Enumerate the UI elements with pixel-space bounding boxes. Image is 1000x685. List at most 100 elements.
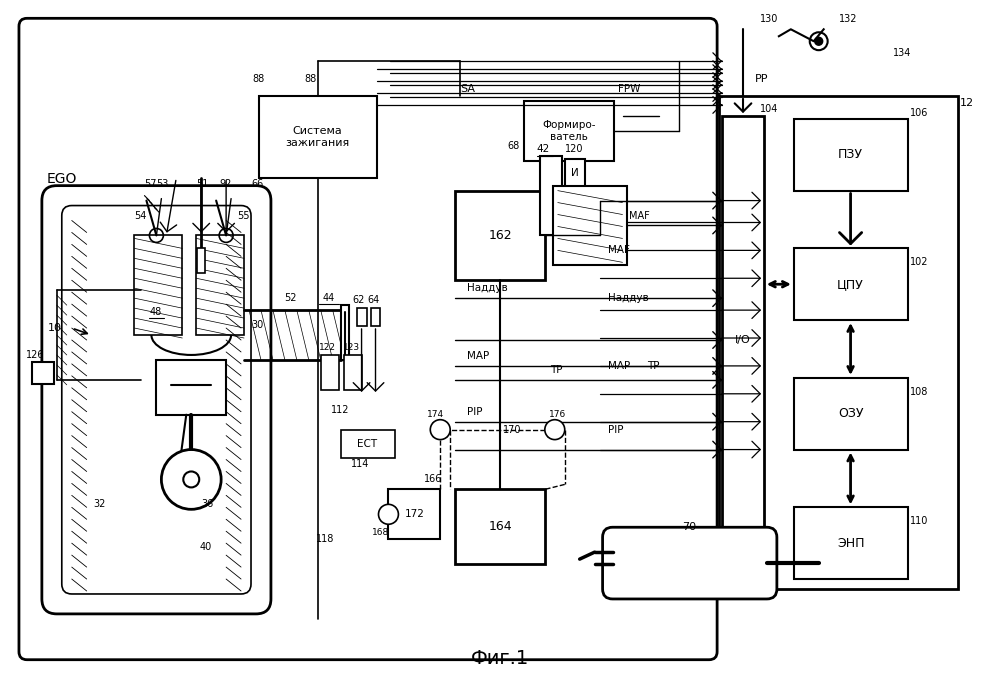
Text: PIP: PIP	[608, 425, 623, 435]
Text: 64: 64	[368, 295, 380, 306]
Text: 51: 51	[196, 179, 209, 188]
Text: 114: 114	[351, 458, 370, 469]
Bar	[197, 249, 205, 273]
Text: 118: 118	[316, 534, 334, 544]
Text: Фиг.1: Фиг.1	[471, 649, 529, 668]
Text: ПЗУ: ПЗУ	[838, 148, 863, 161]
Text: 106: 106	[910, 108, 929, 118]
Circle shape	[430, 420, 450, 440]
Text: MAF: MAF	[608, 245, 629, 256]
Text: 122: 122	[319, 343, 336, 353]
Text: 48: 48	[149, 307, 162, 317]
Bar	[794, 508, 908, 579]
Text: ECT: ECT	[357, 438, 378, 449]
Text: FPW: FPW	[618, 84, 640, 94]
Text: 92: 92	[219, 179, 232, 188]
Text: 32: 32	[94, 499, 106, 510]
Text: 30: 30	[251, 320, 263, 330]
Bar	[794, 378, 908, 449]
Text: 162: 162	[488, 229, 512, 242]
Text: 102: 102	[910, 258, 929, 267]
Text: Система
зажигания: Система зажигания	[286, 126, 350, 148]
Text: ЭНП: ЭНП	[837, 536, 864, 549]
Bar	[134, 236, 182, 335]
Bar	[553, 186, 627, 265]
Text: 120: 120	[565, 144, 584, 154]
FancyBboxPatch shape	[603, 527, 777, 599]
Text: SA: SA	[460, 84, 475, 94]
Bar	[722, 116, 764, 564]
Text: 53: 53	[156, 179, 169, 188]
Text: 68: 68	[508, 141, 520, 151]
Text: Наддув: Наддув	[608, 293, 648, 303]
Text: 164: 164	[488, 520, 512, 533]
Text: MAP: MAP	[467, 351, 489, 361]
Text: 166: 166	[424, 475, 442, 484]
Text: 132: 132	[839, 14, 857, 24]
Bar	[455, 190, 545, 280]
Text: 52: 52	[285, 293, 297, 303]
Text: 40: 40	[199, 542, 211, 552]
Text: 168: 168	[372, 527, 389, 537]
Text: ЦПУ: ЦПУ	[837, 277, 864, 290]
Text: 12: 12	[960, 98, 974, 108]
Text: ТР: ТР	[647, 361, 660, 371]
Bar	[32, 362, 54, 384]
Circle shape	[183, 471, 199, 488]
Text: 66: 66	[251, 179, 263, 188]
Text: MAF: MAF	[629, 210, 650, 221]
Circle shape	[378, 504, 398, 524]
Bar	[794, 119, 908, 190]
Circle shape	[545, 420, 565, 440]
Text: 110: 110	[910, 516, 929, 526]
Text: 112: 112	[331, 405, 350, 414]
Text: 88: 88	[305, 74, 317, 84]
Text: 62: 62	[353, 295, 365, 306]
Bar	[259, 96, 377, 177]
Text: И: И	[571, 168, 579, 177]
Text: Формиро-
ватель: Формиро- ватель	[542, 120, 595, 142]
Bar	[719, 96, 958, 589]
Text: 174: 174	[427, 410, 444, 419]
Text: 70: 70	[682, 522, 696, 532]
Text: PP: PP	[755, 74, 768, 84]
Text: ОЗУ: ОЗУ	[838, 407, 863, 420]
Text: 126: 126	[26, 350, 44, 360]
Text: 104: 104	[760, 104, 778, 114]
Text: 44: 44	[323, 293, 335, 303]
Text: MAP: MAP	[608, 361, 630, 371]
Bar	[344, 355, 362, 390]
Circle shape	[810, 32, 828, 50]
Bar	[321, 355, 339, 390]
Bar	[565, 159, 585, 186]
Text: 176: 176	[549, 410, 566, 419]
Text: Наддув: Наддув	[467, 283, 508, 293]
Bar	[540, 155, 562, 236]
Bar	[341, 429, 395, 458]
Text: EGO: EGO	[47, 172, 77, 186]
Text: 130: 130	[760, 14, 778, 24]
Text: 10: 10	[48, 323, 62, 333]
FancyBboxPatch shape	[19, 18, 717, 660]
Bar	[357, 308, 367, 326]
Bar	[388, 489, 440, 539]
Bar	[341, 305, 349, 360]
Bar	[794, 249, 908, 320]
Text: 134: 134	[893, 48, 912, 58]
Text: PIP: PIP	[467, 407, 483, 416]
Text: 88: 88	[253, 74, 265, 84]
Text: I/O: I/O	[735, 335, 751, 345]
Bar	[524, 101, 614, 161]
Text: 108: 108	[910, 387, 929, 397]
Bar	[371, 308, 380, 326]
Bar	[196, 236, 244, 335]
Text: 55: 55	[237, 210, 250, 221]
Circle shape	[161, 449, 221, 510]
Text: 42: 42	[537, 144, 550, 154]
Text: 57: 57	[144, 179, 157, 188]
Bar	[156, 360, 226, 414]
Text: 54: 54	[134, 210, 147, 221]
Text: 36: 36	[201, 499, 213, 510]
Bar	[455, 489, 545, 564]
Text: 172: 172	[404, 510, 424, 519]
